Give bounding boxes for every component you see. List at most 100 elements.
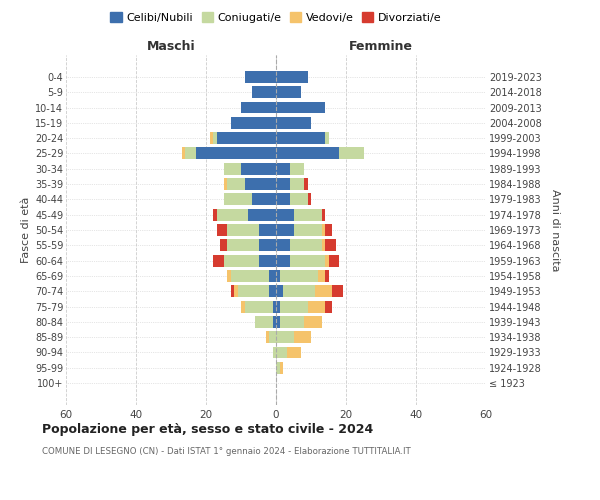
Bar <box>241 163 276 174</box>
Bar <box>314 286 332 297</box>
Bar <box>280 362 283 374</box>
Bar <box>308 194 311 205</box>
Bar <box>276 331 293 343</box>
Bar <box>209 132 213 144</box>
Bar <box>276 346 287 358</box>
Bar <box>272 346 276 358</box>
Bar <box>217 132 276 144</box>
Bar <box>304 178 308 190</box>
Bar <box>245 71 276 83</box>
Bar <box>322 208 325 220</box>
Bar <box>318 270 325 282</box>
Bar <box>259 254 276 266</box>
Bar <box>185 148 196 160</box>
Text: Maschi: Maschi <box>146 40 196 52</box>
Bar <box>230 117 276 129</box>
Y-axis label: Fasce di età: Fasce di età <box>20 197 31 263</box>
Bar <box>223 254 259 266</box>
Bar <box>265 331 269 343</box>
Bar <box>241 102 276 114</box>
Bar <box>272 300 276 312</box>
Bar <box>276 102 325 114</box>
Bar <box>248 208 276 220</box>
Bar <box>325 132 329 144</box>
Bar <box>290 240 322 252</box>
Text: Femmine: Femmine <box>349 40 413 52</box>
Bar <box>276 86 301 98</box>
Bar <box>196 148 276 160</box>
Bar <box>269 331 276 343</box>
Bar <box>213 254 223 266</box>
Bar <box>325 224 332 236</box>
Bar <box>276 148 339 160</box>
Bar <box>322 224 325 236</box>
Bar <box>290 163 304 174</box>
Bar <box>293 224 322 236</box>
Bar <box>227 240 259 252</box>
Bar <box>276 270 280 282</box>
Bar <box>276 362 280 374</box>
Bar <box>325 270 329 282</box>
Bar <box>223 163 241 174</box>
Bar <box>223 194 251 205</box>
Bar <box>220 240 227 252</box>
Bar <box>245 178 276 190</box>
Bar <box>283 286 314 297</box>
Bar <box>276 316 280 328</box>
Bar <box>276 224 293 236</box>
Bar <box>227 224 259 236</box>
Bar <box>227 178 245 190</box>
Bar <box>238 286 269 297</box>
Bar <box>259 240 276 252</box>
Bar <box>251 86 276 98</box>
Bar <box>223 178 227 190</box>
Bar <box>280 316 304 328</box>
Bar <box>276 71 308 83</box>
Bar <box>280 270 318 282</box>
Legend: Celibi/Nubili, Coniugati/e, Vedovi/e, Divorziati/e: Celibi/Nubili, Coniugati/e, Vedovi/e, Di… <box>106 8 446 28</box>
Bar <box>308 300 325 312</box>
Bar <box>251 194 276 205</box>
Bar <box>290 254 325 266</box>
Bar <box>276 208 293 220</box>
Bar <box>290 178 304 190</box>
Bar <box>276 300 280 312</box>
Bar <box>276 117 311 129</box>
Bar <box>269 286 276 297</box>
Y-axis label: Anni di nascita: Anni di nascita <box>550 188 560 271</box>
Bar <box>329 254 339 266</box>
Bar <box>332 286 343 297</box>
Bar <box>276 254 290 266</box>
Bar <box>339 148 364 160</box>
Bar <box>290 194 308 205</box>
Bar <box>227 270 230 282</box>
Bar <box>241 300 245 312</box>
Bar <box>182 148 185 160</box>
Bar <box>234 286 238 297</box>
Bar <box>269 270 276 282</box>
Text: COMUNE DI LESEGNO (CN) - Dati ISTAT 1° gennaio 2024 - Elaborazione TUTTITALIA.IT: COMUNE DI LESEGNO (CN) - Dati ISTAT 1° g… <box>42 448 411 456</box>
Bar <box>217 208 248 220</box>
Bar <box>276 194 290 205</box>
Bar <box>255 316 272 328</box>
Bar <box>276 286 283 297</box>
Bar <box>280 300 308 312</box>
Bar <box>259 224 276 236</box>
Bar <box>293 208 322 220</box>
Bar <box>213 208 217 220</box>
Bar <box>325 240 335 252</box>
Bar <box>245 300 272 312</box>
Bar <box>276 163 290 174</box>
Bar <box>276 240 290 252</box>
Bar <box>293 331 311 343</box>
Bar <box>287 346 301 358</box>
Bar <box>276 178 290 190</box>
Bar <box>230 286 234 297</box>
Bar <box>325 254 329 266</box>
Bar <box>304 316 322 328</box>
Bar <box>322 240 325 252</box>
Bar <box>217 224 227 236</box>
Bar <box>272 316 276 328</box>
Bar <box>213 132 217 144</box>
Bar <box>325 300 332 312</box>
